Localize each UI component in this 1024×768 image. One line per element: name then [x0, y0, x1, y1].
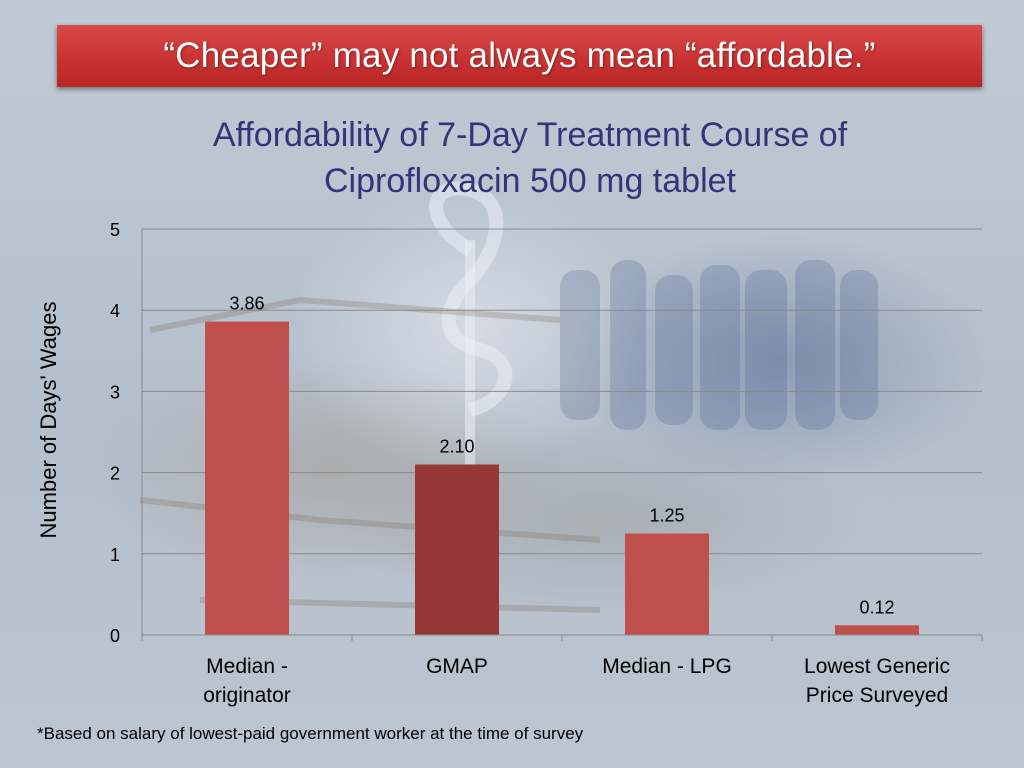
y-tick-label: 3: [110, 382, 120, 402]
data-label: 1.25: [649, 506, 684, 526]
y-axis-label: Number of Days' Wages: [36, 302, 61, 539]
bar: [415, 464, 499, 635]
x-category-label: Median - LPG: [602, 655, 732, 678]
chart-title: Affordability of 7-Day Treatment Course …: [100, 112, 960, 204]
y-tick-label: 1: [110, 545, 120, 565]
footnote: *Based on salary of lowest-paid governme…: [37, 724, 584, 743]
x-category-label: Median -: [206, 655, 288, 678]
data-label: 2.10: [439, 436, 474, 456]
bars: [205, 321, 919, 635]
x-category-label: GMAP: [426, 655, 488, 678]
data-label: 3.86: [229, 294, 264, 314]
data-label: 0.12: [859, 597, 894, 617]
y-tick-label: 2: [110, 464, 120, 484]
bar: [205, 321, 289, 635]
y-tick-label: 4: [110, 301, 120, 321]
x-category-label: Lowest Generic: [804, 655, 950, 678]
y-tick-label: 0: [110, 626, 120, 646]
title-banner: “Cheaper” may not always mean “affordabl…: [57, 25, 982, 87]
chart-title-line-1: Affordability of 7-Day Treatment Course …: [212, 116, 848, 154]
x-category-label: Price Surveyed: [806, 684, 948, 707]
x-category-label: originator: [203, 684, 291, 707]
slide-title: “Cheaper” may not always mean “affordabl…: [163, 36, 876, 75]
bar: [835, 625, 919, 635]
bar: [625, 533, 709, 635]
axes: 0 1 2 3 4 5 3.86 Median - originator 2.10 GMAP 1.25…: [36, 220, 983, 707]
y-tick-label: 5: [110, 220, 120, 240]
chart-title-line-2: Ciprofloxacin 500 mg tablet: [323, 162, 736, 200]
